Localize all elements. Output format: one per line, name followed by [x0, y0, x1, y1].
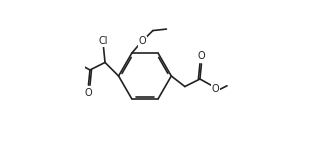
Text: O: O [85, 88, 92, 98]
Text: O: O [212, 84, 220, 94]
Text: Cl: Cl [99, 36, 108, 46]
Text: O: O [139, 36, 146, 46]
Text: O: O [198, 51, 205, 61]
